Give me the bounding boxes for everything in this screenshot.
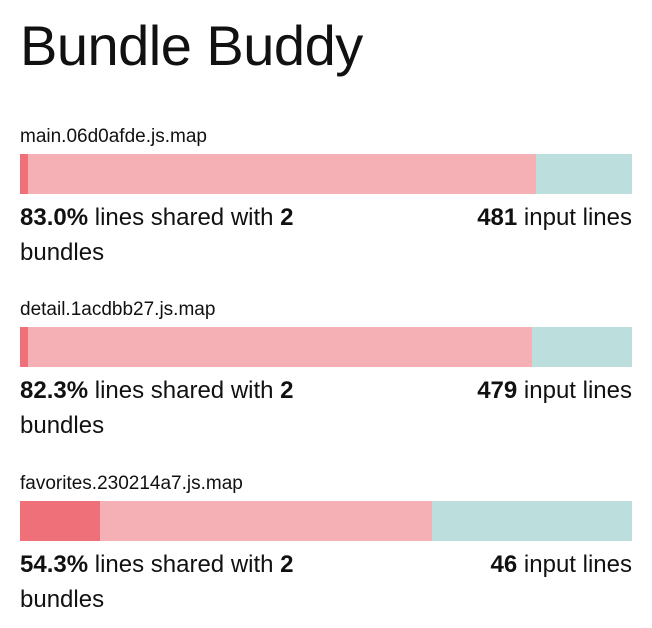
- input-lines-summary: 46 input lines: [491, 547, 632, 582]
- bundle-count: 2: [280, 551, 294, 578]
- bundle-bar[interactable]: [20, 501, 632, 541]
- bundle-stats: 83.0% lines shared with 2 bundles 481 in…: [20, 200, 632, 270]
- shared-percent: 83.0%: [20, 204, 89, 231]
- bundles-label: bundles: [20, 412, 105, 439]
- bar-segment-shared: [27, 327, 532, 367]
- shared-summary: 83.0% lines shared with 2 bundles: [20, 200, 350, 270]
- bar-segment-shared: [99, 501, 432, 541]
- bar-segment-unique: [20, 501, 100, 541]
- input-lines-summary: 479 input lines: [477, 373, 632, 408]
- bundle-card: favorites.230214a7.js.map 54.3% lines sh…: [20, 473, 632, 617]
- shared-summary: 82.3% lines shared with 2 bundles: [20, 373, 350, 443]
- input-lines-label: input lines: [523, 204, 632, 231]
- bundle-stats: 54.3% lines shared with 2 bundles 46 inp…: [20, 547, 632, 617]
- input-lines-summary: 481 input lines: [477, 200, 632, 235]
- shared-label: lines shared with: [94, 204, 274, 231]
- bundles-label: bundles: [20, 239, 105, 266]
- bundle-stats: 82.3% lines shared with 2 bundles 479 in…: [20, 373, 632, 443]
- bar-segment-unique: [20, 154, 28, 194]
- shared-label: lines shared with: [94, 377, 274, 404]
- bar-segment-shared: [27, 154, 536, 194]
- bar-segment-unique: [20, 327, 28, 367]
- bundle-name[interactable]: main.06d0afde.js.map: [20, 126, 207, 147]
- bundle-card: detail.1acdbb27.js.map 82.3% lines share…: [20, 299, 632, 443]
- shared-label: lines shared with: [94, 551, 274, 578]
- bundles-label: bundles: [20, 586, 105, 613]
- app-title: Bundle Buddy: [20, 14, 363, 77]
- input-lines-label: input lines: [523, 551, 632, 578]
- bundle-name[interactable]: detail.1acdbb27.js.map: [20, 299, 216, 320]
- shared-percent: 82.3%: [20, 377, 89, 404]
- shared-summary: 54.3% lines shared with 2 bundles: [20, 547, 350, 617]
- input-lines-count: 481: [477, 204, 518, 231]
- bundle-count: 2: [280, 204, 294, 231]
- bundle-card: main.06d0afde.js.map 83.0% lines shared …: [20, 126, 632, 270]
- input-lines-count: 46: [490, 551, 518, 578]
- bundle-bar[interactable]: [20, 154, 632, 194]
- bundle-name[interactable]: favorites.230214a7.js.map: [20, 473, 243, 494]
- input-lines-count: 479: [477, 377, 518, 404]
- input-lines-label: input lines: [523, 377, 632, 404]
- shared-percent: 54.3%: [20, 551, 89, 578]
- bundle-bar[interactable]: [20, 327, 632, 367]
- bundle-count: 2: [280, 377, 294, 404]
